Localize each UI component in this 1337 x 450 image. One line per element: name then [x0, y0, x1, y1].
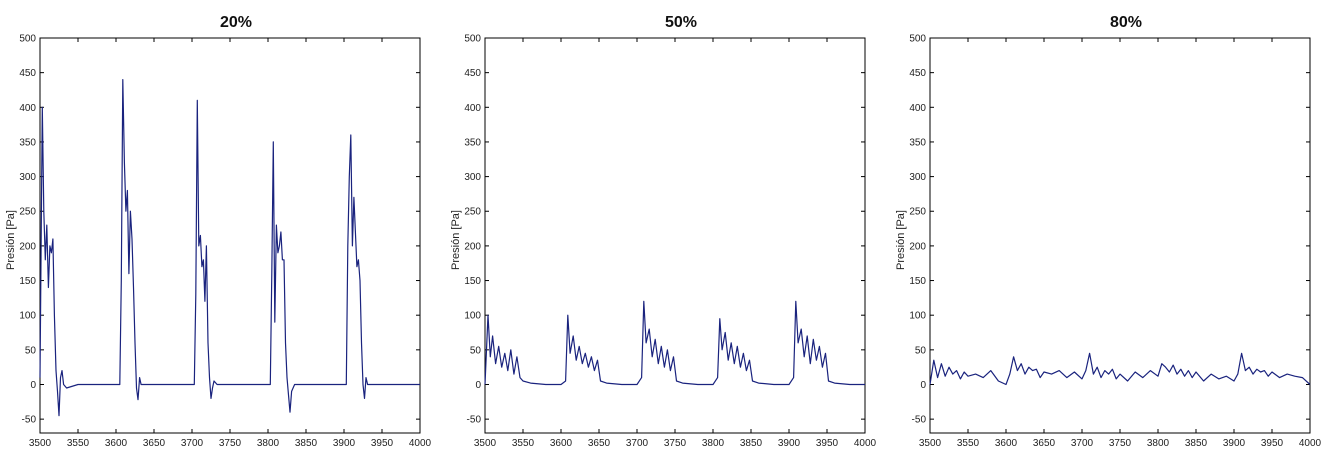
y-tick-label: 250 — [464, 207, 481, 218]
y-tick-label: 250 — [909, 207, 926, 218]
y-tick-label: -50 — [912, 415, 927, 426]
y-tick-label: 100 — [909, 311, 926, 322]
x-tick-label: 3650 — [588, 438, 611, 449]
chart-title: 20% — [220, 14, 252, 31]
x-tick-label: 3500 — [919, 438, 942, 449]
plot-area: 3500 3550 3600 3650 3700 3750 3800 3850 3900 3950… — [909, 34, 1321, 450]
y-tick-label: 0 — [475, 380, 481, 391]
y-tick-label: 300 — [909, 172, 926, 183]
x-tick-label: 3650 — [1033, 438, 1056, 449]
y-tick-label: 150 — [909, 276, 926, 287]
x-tick-label: 3900 — [333, 438, 356, 449]
y-tick-label: 250 — [19, 207, 36, 218]
y-tick-label: 400 — [19, 103, 36, 114]
chart-panel-50: 50% Presión [Pa] 3500 3550 3600 3650 3700 375… — [445, 0, 890, 450]
plot-frame — [929, 37, 1311, 434]
x-tick-label: 3600 — [105, 438, 128, 449]
y-tick-label: 450 — [464, 68, 481, 79]
x-tick-label: 3900 — [778, 438, 801, 449]
x-tick-label: 3950 — [1261, 438, 1284, 449]
y-tick-label: 350 — [909, 137, 926, 148]
y-tick-label: 500 — [909, 34, 926, 45]
y-tick-label: 400 — [909, 103, 926, 114]
chart-panel-20: 20% Presión [Pa] 3500 3550 3600 3650 3700 375… — [0, 0, 445, 450]
x-tick-label: 3800 — [1147, 438, 1170, 449]
chart-80: 80% Presión [Pa] 3500 3550 3600 3650 3700 375… — [895, 14, 1322, 450]
chart-20: 20% Presión [Pa] 3500 3550 3600 3650 3700 375… — [5, 14, 432, 450]
x-tick-label: 3800 — [702, 438, 725, 449]
series-line — [484, 300, 865, 386]
y-axis-label: Presión [Pa] — [895, 210, 907, 270]
y-tick-label: 0 — [920, 380, 926, 391]
chart-title: 50% — [665, 14, 697, 31]
y-tick-label: 150 — [19, 276, 36, 287]
y-tick-label: 350 — [464, 137, 481, 148]
chart-panel-80: 80% Presión [Pa] 3500 3550 3600 3650 3700 375… — [890, 0, 1335, 450]
x-tick-label: 3750 — [1109, 438, 1132, 449]
y-tick-label: -50 — [467, 415, 482, 426]
chart-title: 80% — [1110, 14, 1142, 31]
x-tick-label: 3750 — [219, 438, 242, 449]
x-tick-label: 3850 — [295, 438, 318, 449]
y-tick-label: 200 — [19, 241, 36, 252]
series-line — [39, 78, 420, 417]
y-tick-label: 200 — [909, 241, 926, 252]
y-tick-label: 150 — [464, 276, 481, 287]
y-tick-label: 50 — [25, 345, 37, 356]
y-tick-label: 300 — [464, 172, 481, 183]
y-tick-label: 200 — [464, 241, 481, 252]
y-tick-label: 350 — [19, 137, 36, 148]
chart-50: 50% Presión [Pa] 3500 3550 3600 3650 3700 375… — [450, 14, 877, 450]
y-tick-label: 100 — [19, 311, 36, 322]
x-tick-label: 3550 — [957, 438, 980, 449]
plot-frame — [39, 37, 421, 434]
x-tick-label: 3750 — [664, 438, 687, 449]
x-tick-label: 3800 — [257, 438, 280, 449]
x-tick-label: 3600 — [550, 438, 573, 449]
y-tick-label: 50 — [915, 345, 927, 356]
y-tick-label: 400 — [464, 103, 481, 114]
x-tick-label: 4000 — [1299, 438, 1322, 449]
x-tick-label: 3600 — [995, 438, 1018, 449]
x-tick-label: 4000 — [854, 438, 877, 449]
plot-area: 3500 3550 3600 3650 3700 3750 3800 3850 3900 3950… — [464, 34, 876, 450]
plot-area: 3500 3550 3600 3650 3700 3750 3800 3850 3900 3950… — [19, 34, 431, 450]
x-tick-label: 4000 — [409, 438, 432, 449]
y-tick-label: 100 — [464, 311, 481, 322]
y-tick-label: 300 — [19, 172, 36, 183]
x-tick-label: 3550 — [67, 438, 90, 449]
y-tick-label: -50 — [22, 415, 37, 426]
x-tick-label: 3900 — [1223, 438, 1246, 449]
y-tick-label: 450 — [19, 68, 36, 79]
x-tick-label: 3700 — [626, 438, 649, 449]
y-tick-label: 50 — [470, 345, 482, 356]
x-tick-label: 3500 — [474, 438, 497, 449]
y-axis-label: Presión [Pa] — [5, 210, 17, 270]
x-tick-label: 3950 — [816, 438, 839, 449]
y-tick-label: 500 — [464, 34, 481, 45]
x-tick-label: 3550 — [512, 438, 535, 449]
y-tick-label: 500 — [19, 34, 36, 45]
y-tick-label: 450 — [909, 68, 926, 79]
x-tick-label: 3850 — [740, 438, 763, 449]
x-tick-label: 3700 — [181, 438, 204, 449]
y-axis-label: Presión [Pa] — [450, 210, 462, 270]
x-tick-label: 3650 — [143, 438, 166, 449]
series-line — [929, 352, 1311, 386]
x-tick-label: 3700 — [1071, 438, 1094, 449]
x-tick-label: 3500 — [29, 438, 52, 449]
x-tick-label: 3850 — [1185, 438, 1208, 449]
x-tick-label: 3950 — [371, 438, 394, 449]
y-tick-label: 0 — [30, 380, 36, 391]
